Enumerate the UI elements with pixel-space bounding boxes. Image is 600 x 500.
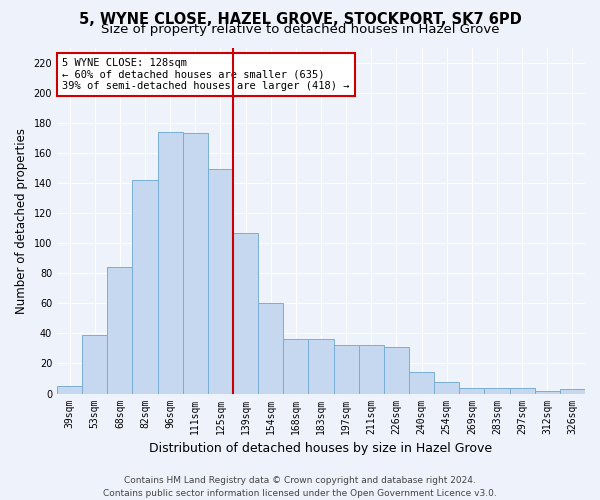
Text: 5 WYNE CLOSE: 128sqm
← 60% of detached houses are smaller (635)
39% of semi-deta: 5 WYNE CLOSE: 128sqm ← 60% of detached h… bbox=[62, 58, 350, 91]
Text: Contains HM Land Registry data © Crown copyright and database right 2024.
Contai: Contains HM Land Registry data © Crown c… bbox=[103, 476, 497, 498]
Bar bbox=[308, 340, 334, 394]
Bar bbox=[183, 134, 208, 394]
Bar bbox=[359, 346, 384, 394]
Bar bbox=[107, 267, 133, 394]
Bar bbox=[82, 335, 107, 394]
Text: Size of property relative to detached houses in Hazel Grove: Size of property relative to detached ho… bbox=[101, 22, 499, 36]
Y-axis label: Number of detached properties: Number of detached properties bbox=[15, 128, 28, 314]
Bar bbox=[233, 232, 258, 394]
Bar bbox=[208, 170, 233, 394]
Bar bbox=[133, 180, 158, 394]
Bar bbox=[384, 347, 409, 394]
Bar bbox=[484, 388, 509, 394]
Bar bbox=[158, 132, 183, 394]
Bar bbox=[57, 386, 82, 394]
Bar bbox=[434, 382, 459, 394]
Text: 5, WYNE CLOSE, HAZEL GROVE, STOCKPORT, SK7 6PD: 5, WYNE CLOSE, HAZEL GROVE, STOCKPORT, S… bbox=[79, 12, 521, 28]
Bar bbox=[334, 346, 359, 394]
Bar bbox=[459, 388, 484, 394]
X-axis label: Distribution of detached houses by size in Hazel Grove: Distribution of detached houses by size … bbox=[149, 442, 493, 455]
Bar bbox=[258, 304, 283, 394]
Bar bbox=[509, 388, 535, 394]
Bar bbox=[409, 372, 434, 394]
Bar bbox=[535, 390, 560, 394]
Bar bbox=[560, 389, 585, 394]
Bar bbox=[283, 340, 308, 394]
